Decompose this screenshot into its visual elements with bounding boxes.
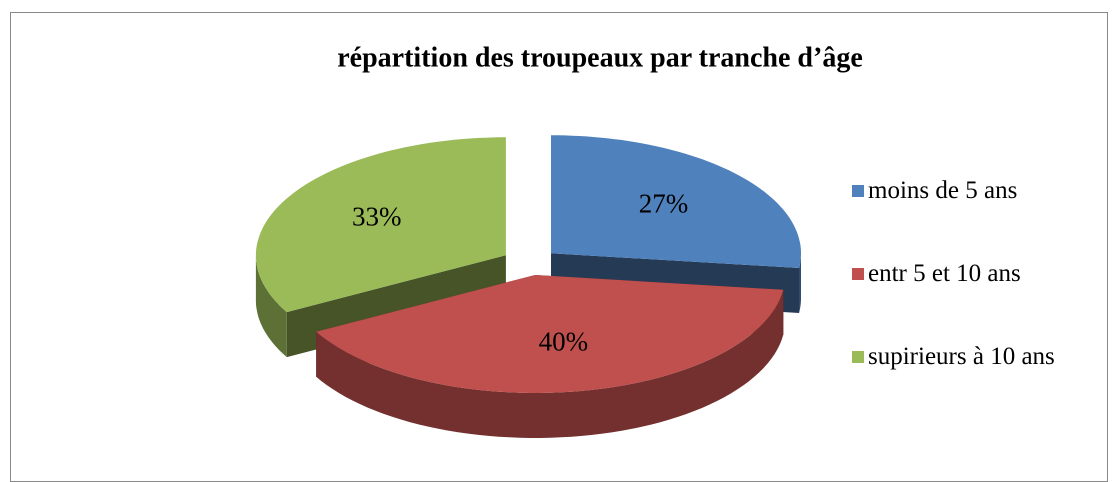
legend-item: moins de 5 ans [852, 176, 1093, 206]
data-label: 33% [352, 201, 402, 231]
legend-swatch [852, 268, 864, 280]
slice [316, 275, 784, 393]
legend-swatch [852, 351, 864, 363]
legend-swatch [852, 185, 864, 197]
data-label: 27% [639, 189, 689, 219]
slice-wall [799, 253, 801, 313]
legend-item: entr 5 et 10 ans [852, 259, 1093, 289]
slice [255, 137, 506, 313]
legend-item: supirieurs à 10 ans [852, 342, 1093, 372]
page: répartition des troupeaux par tranche d’… [10, 12, 1108, 482]
legend-label: moins de 5 ans [868, 177, 1018, 204]
slice-wall [316, 289, 784, 438]
slice-wall [255, 255, 287, 358]
chart-title: répartition des troupeaux par tranche d’… [337, 42, 863, 73]
legend-label: supirieurs à 10 ans [868, 343, 1055, 370]
legend-label: entr 5 et 10 ans [868, 260, 1021, 287]
data-label: 40% [539, 327, 589, 357]
slice [551, 135, 801, 268]
chart: répartition des troupeaux par tranche d’… [255, 42, 863, 438]
